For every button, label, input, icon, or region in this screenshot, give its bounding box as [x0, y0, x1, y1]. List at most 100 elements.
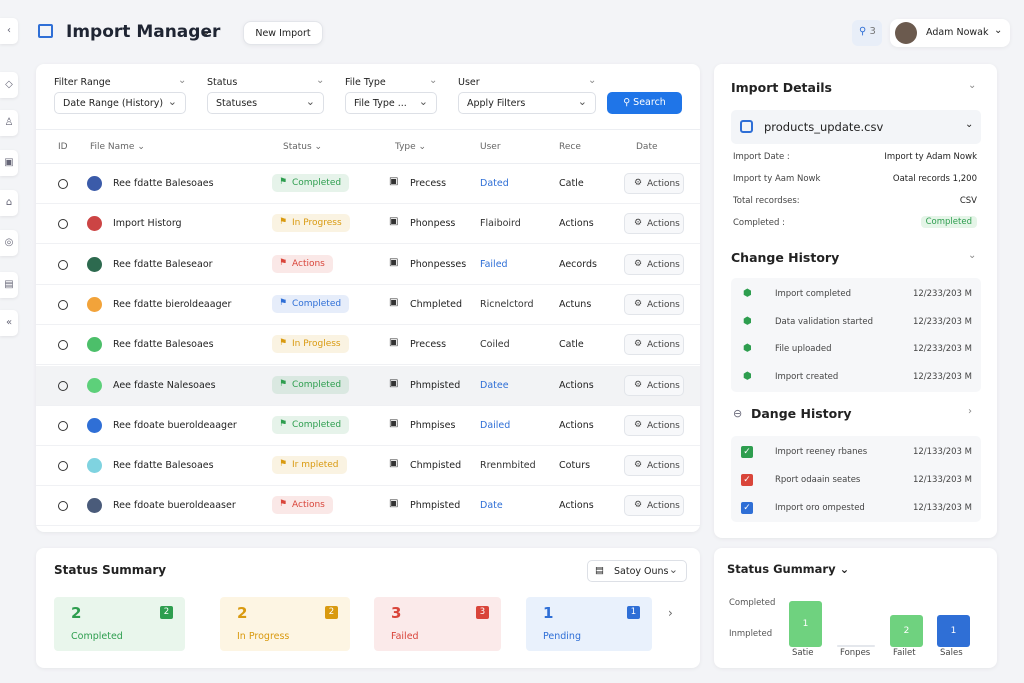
- detail-row: Completed : Completed: [733, 216, 977, 238]
- table-row[interactable]: Ree fdoate bueroldeaaser Actions ⚑ ▣ Phmpist…: [36, 486, 700, 527]
- nav-icon[interactable]: ⌂: [0, 190, 18, 216]
- filter-label-caret[interactable]: ⌄: [178, 75, 187, 86]
- user-menu[interactable]: Adam Nowak ⌄: [890, 19, 1010, 47]
- filter-label: Filter Range: [54, 77, 111, 88]
- table-row[interactable]: Ree fdatte bieroldeaager Completed ⚑ ▣ Chmpl…: [36, 285, 700, 325]
- nav-icon[interactable]: «: [0, 310, 18, 336]
- new-import-button[interactable]: New Import: [243, 21, 323, 45]
- row-checkbox[interactable]: [58, 380, 68, 391]
- row-checkbox[interactable]: [58, 340, 68, 351]
- column-header[interactable]: File Name ⌄: [90, 142, 145, 152]
- column-header[interactable]: User: [480, 142, 501, 152]
- search-icon-button[interactable]: ⚲ 3: [852, 20, 882, 46]
- mini-bar: 1: [937, 615, 970, 647]
- status-pill-icon: ⚑: [279, 177, 288, 187]
- actions-button[interactable]: Actions ⚙: [624, 253, 684, 275]
- column-header[interactable]: Date: [636, 142, 658, 152]
- mini-x-label: Satie: [792, 648, 814, 658]
- actions-icon: ⚙: [634, 419, 643, 430]
- table-row[interactable]: Ree fdatte Baleseaor Actions ⚑ ▣ Phonpesses F…: [36, 245, 700, 285]
- actions-button[interactable]: Actions ⚙: [624, 173, 684, 194]
- actions-button[interactable]: Actions ⚙: [624, 293, 684, 315]
- caret[interactable]: ⌄: [968, 80, 977, 91]
- actions-button[interactable]: Actions ⚙: [624, 213, 684, 235]
- history-icon: ⊖: [733, 407, 743, 420]
- row-checkbox[interactable]: [58, 219, 68, 230]
- summary-card[interactable]: 2 In Progress 2: [220, 597, 350, 651]
- row-checkbox[interactable]: [58, 420, 68, 431]
- mini-y-label: Completed: [729, 598, 776, 608]
- file-box[interactable]: products_update.csv ⌄: [731, 110, 981, 144]
- nav-icon[interactable]: ‹: [0, 18, 18, 44]
- history-date: 12/133/203 M: [912, 447, 972, 457]
- actions-button[interactable]: Actions ⚙: [624, 414, 684, 436]
- history-checkbox[interactable]: ✓: [741, 474, 753, 486]
- history-text: Data validation started: [775, 316, 873, 327]
- row-checkbox[interactable]: [58, 179, 68, 189]
- page-title: Import Manager: [66, 22, 221, 42]
- mini-chart-card: Status Gummary ⌄ Completed Inmpleted 1 Sati…: [714, 548, 997, 668]
- status-pill-icon: ⚑: [279, 418, 288, 429]
- file-icon: [740, 120, 753, 133]
- row-checkbox[interactable]: [58, 259, 68, 270]
- row-avatar: [87, 216, 102, 232]
- summary-card[interactable]: 3 Failed 3: [374, 597, 501, 651]
- table-row[interactable]: Ree fdatte Balesoaes Ir mpleted ⚑ ▣ Chmpiste…: [36, 446, 700, 487]
- next-arrow[interactable]: ›: [668, 606, 673, 620]
- nav-icon[interactable]: ◎: [0, 230, 18, 256]
- caret[interactable]: ⌄: [968, 250, 977, 261]
- column-header[interactable]: ID: [58, 142, 68, 152]
- filter-select[interactable]: Statuses: [207, 92, 324, 114]
- column-header[interactable]: Rece: [559, 142, 581, 152]
- title-caret[interactable]: ⌄: [201, 24, 212, 38]
- filter-label-caret[interactable]: ⌄: [316, 75, 325, 86]
- search-button[interactable]: ⚲ Search: [607, 92, 682, 114]
- summary-dropdown[interactable]: ▤ Satoy Ouns: [587, 560, 687, 582]
- filter-label-caret[interactable]: ⌄: [429, 75, 438, 86]
- row-checkbox[interactable]: [58, 461, 68, 472]
- filter-label-caret[interactable]: ⌄: [588, 75, 597, 86]
- nav-icon[interactable]: ◇: [0, 72, 18, 98]
- table-row[interactable]: Ree fdatte Balesoaes In Progless ⚑ ▣ Precess…: [36, 325, 700, 366]
- column-header[interactable]: Status ⌄: [283, 142, 323, 152]
- summary-card[interactable]: 1 Pending 1: [526, 597, 652, 651]
- user-avatar: [895, 22, 917, 44]
- filter-label: File Type: [345, 77, 386, 88]
- row-avatar: [87, 417, 102, 433]
- table-row[interactable]: Ree fdoate bueroldeaager Completed ⚑ ▣ Phmpi…: [36, 406, 700, 446]
- summary-badge: 1: [627, 606, 640, 619]
- history-checkbox[interactable]: ✓: [741, 502, 753, 514]
- detail-value: Oatal records 1,200: [892, 174, 977, 184]
- dange-history-title: Dange History: [751, 406, 852, 421]
- table-row[interactable]: Import Historg In Progress ⚑ ▣ Phonpess Flaib…: [36, 204, 700, 245]
- nav-icon[interactable]: ▤: [0, 272, 18, 298]
- filter-select[interactable]: Apply Filters: [458, 92, 596, 114]
- history-checkbox[interactable]: ✓: [741, 446, 753, 458]
- history-text: Import reeney rbanes: [775, 447, 868, 457]
- table-row[interactable]: Ree fdatte Balesoaes Completed ⚑ ▣ Precess Da…: [36, 164, 700, 204]
- summary-card[interactable]: 2 Completed 2: [54, 597, 185, 651]
- actions-button[interactable]: Actions ⚙: [624, 334, 684, 356]
- mini-bar: [837, 645, 875, 647]
- column-header[interactable]: Type ⌄: [395, 142, 427, 152]
- row-checkbox[interactable]: [58, 501, 68, 512]
- search-button-label: Search: [633, 97, 666, 108]
- actions-button[interactable]: Actions ⚙: [624, 455, 684, 477]
- table-row[interactable]: Aee fdaste Nalesoaes Completed ⚑ ▣ Phmpisted…: [36, 365, 700, 406]
- history-date: 12/233/203 M: [912, 316, 972, 327]
- filter-select[interactable]: File Type ...: [345, 92, 437, 114]
- status-pill-icon: ⚑: [279, 217, 288, 228]
- detail-key: Total recordses:: [733, 196, 800, 206]
- caret[interactable]: ›: [968, 406, 972, 417]
- row-checkbox[interactable]: [58, 299, 68, 310]
- summary-badge: 3: [476, 606, 489, 619]
- filter-bar: Filter Range ⌄ Date Range (History) Status ⌄…: [36, 64, 700, 130]
- actions-button[interactable]: Actions ⚙: [624, 374, 684, 396]
- nav-icon[interactable]: ▣: [0, 150, 18, 176]
- type: Phonpesses: [410, 258, 467, 270]
- nav-icon[interactable]: ♙: [0, 110, 18, 136]
- type: Precess: [410, 178, 447, 189]
- filter-select[interactable]: Date Range (History): [54, 92, 186, 114]
- actions-button[interactable]: Actions ⚙: [624, 495, 684, 517]
